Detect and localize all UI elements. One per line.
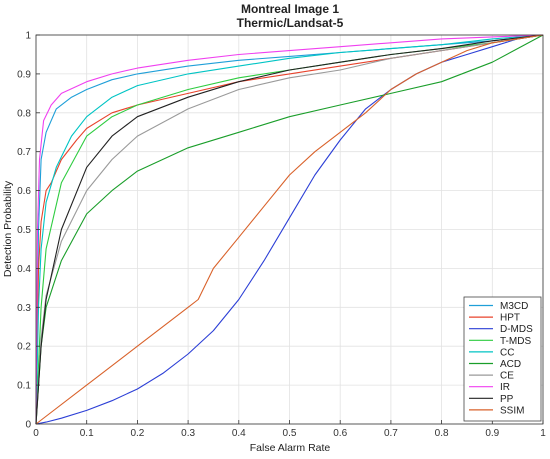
y-tick-label: 1 — [25, 31, 31, 42]
x-tick-label: 0.5 — [283, 428, 297, 439]
x-tick-label: 1 — [540, 428, 546, 439]
legend-label-cc: CC — [500, 347, 514, 358]
series-line-cc — [35, 34, 544, 425]
x-tick-label: 0.2 — [130, 428, 144, 439]
y-tick-label: 0 — [25, 420, 31, 431]
x-tick-label: 0 — [33, 428, 39, 439]
legend-label-ir: IR — [500, 382, 510, 393]
y-axis-label: Detection Probability — [2, 180, 14, 277]
x-axis-label: False Alarm Rate — [250, 442, 331, 454]
x-axis-ticks: 0 0.1 0.2 0.3 0.4 0.5 0.6 0.7 0.8 0.9 1 — [33, 420, 546, 439]
y-tick-label: 0.9 — [17, 69, 31, 80]
y-tick-label: 0.8 — [17, 108, 31, 119]
x-tick-label: 0.3 — [181, 428, 195, 439]
chart-subtitle: Thermic/Landsat-5 — [237, 16, 344, 30]
legend-label-t-mds: T-MDS — [500, 336, 531, 347]
legend-label-m3cd: M3CD — [500, 301, 528, 312]
series-lines — [35, 34, 544, 425]
legend-label-hpt: HPT — [500, 313, 520, 324]
series-line-d-mds — [35, 34, 544, 425]
x-tick-label: 0.4 — [232, 428, 246, 439]
y-tick-label: 0.7 — [17, 147, 31, 158]
x-tick-label: 0.9 — [485, 428, 499, 439]
legend-label-pp: PP — [500, 394, 514, 405]
y-tick-label: 0.2 — [17, 342, 31, 353]
x-tick-label: 0.6 — [333, 428, 347, 439]
y-tick-label: 0.6 — [17, 186, 31, 197]
legend-label-ssim: SSIM — [500, 405, 524, 416]
legend-label-d-mds: D-MDS — [500, 324, 533, 335]
x-tick-label: 0.1 — [80, 428, 94, 439]
chart-title: Montreal Image 1 — [241, 2, 339, 16]
legend-label-ce: CE — [500, 371, 514, 382]
x-tick-label: 0.8 — [435, 428, 449, 439]
legend-label-acd: ACD — [500, 359, 521, 370]
y-tick-label: 0.3 — [17, 303, 31, 314]
y-tick-label: 0.5 — [17, 225, 31, 236]
series-line-ir — [35, 34, 544, 425]
y-tick-label: 0.4 — [17, 264, 31, 275]
x-tick-label: 0.7 — [384, 428, 398, 439]
y-axis-ticks: 0 0.1 0.2 0.3 0.4 0.5 0.6 0.7 0.8 0.9 1 — [17, 31, 40, 431]
series-line-ssim — [35, 34, 544, 425]
series-line-acd — [35, 34, 544, 425]
series-line-pp — [35, 34, 544, 425]
y-tick-label: 0.1 — [17, 381, 31, 392]
